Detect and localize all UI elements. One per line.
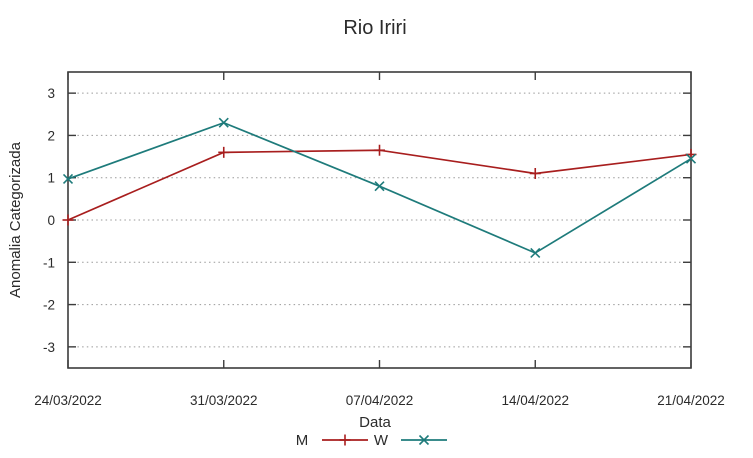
plus-marker [339, 434, 351, 446]
cross-marker [530, 247, 541, 259]
cross-marker [62, 173, 74, 185]
cross-marker [418, 434, 430, 446]
legend-label-W: W [374, 432, 389, 449]
x-tick-label: 07/04/2022 [346, 393, 414, 408]
y-tick-label: -1 [43, 255, 55, 270]
y-axis-label: Anomalia Categorizada [7, 141, 24, 298]
series-line-W [67, 121, 692, 254]
legend-label-M: M [296, 432, 309, 449]
plus-marker [374, 144, 385, 156]
y-tick-label: -3 [43, 340, 55, 355]
x-tick-label: 31/03/2022 [190, 393, 258, 408]
x-axis-label: Data [359, 414, 391, 431]
x-tick-label: 24/03/2022 [34, 393, 102, 408]
y-tick-label: 3 [47, 86, 55, 101]
cross-marker [374, 181, 385, 192]
x-tick-label: 21/04/2022 [657, 393, 725, 408]
cross-marker [685, 153, 697, 164]
x-tick-label: 14/04/2022 [501, 393, 569, 408]
plot-area: -3 -2 -1 0 1 2 3 24/03/2022 31/03/2022 07/04/2022… [34, 71, 725, 408]
plus-marker [218, 146, 230, 158]
plus-marker [62, 214, 74, 226]
cross-marker [218, 117, 229, 128]
y-tick-label: 2 [47, 128, 55, 143]
y-tick-label: 0 [47, 213, 55, 228]
y-tick-label: 1 [47, 171, 55, 186]
chart-title: Rio Iriri [343, 17, 406, 39]
plus-marker [529, 167, 541, 179]
y-tick-label: -2 [43, 298, 55, 313]
